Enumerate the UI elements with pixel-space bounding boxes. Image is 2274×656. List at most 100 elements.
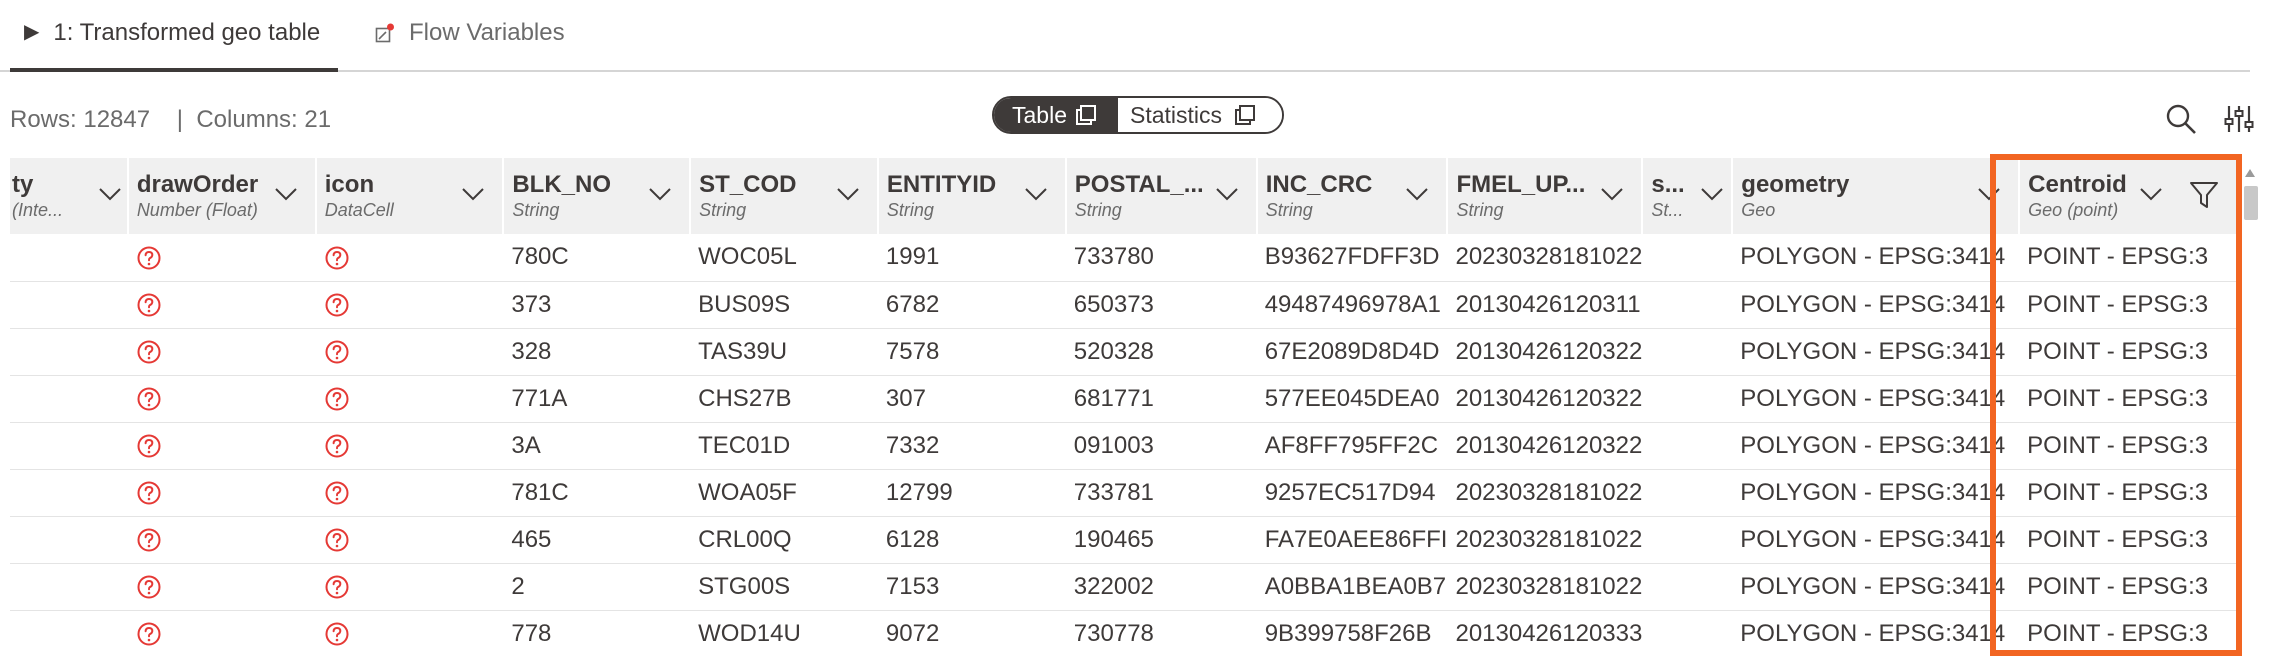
geometry-cell: POLYGON - EPSG:3414 (1732, 234, 2020, 282)
column-type: String (886, 200, 934, 220)
table-row[interactable]: 780C WOC05L 1991 733780 B93627FDFF3D 20230328… (10, 234, 2239, 282)
inc-crc-cell: AF8FF795FF2C (1256, 422, 1448, 470)
tab-label: 1: Transformed geo table (53, 19, 321, 46)
s-cell (1642, 610, 1733, 656)
draw-order-cell (127, 281, 316, 329)
s-cell (1642, 375, 1733, 423)
column-header-fmel-up[interactable]: FMEL_UP... String (1447, 158, 1644, 234)
column-settings-icon[interactable] (2222, 102, 2256, 136)
search-icon[interactable] (2164, 102, 2198, 136)
st-cod-cell: TAS39U (690, 328, 878, 376)
draw-order-cell (127, 375, 316, 423)
column-type: String (1265, 200, 1313, 220)
help-icon (325, 387, 349, 411)
column-header-s[interactable]: s... St... (1642, 158, 1734, 234)
column-header-blk-no[interactable]: BLK_NO String (503, 158, 692, 234)
draw-order-cell (127, 563, 316, 611)
geometry-cell: POLYGON - EPSG:3414 (1732, 563, 2020, 611)
st-cod-cell: TEC01D (690, 422, 878, 470)
draw-order-cell (127, 422, 316, 470)
chevron-down-icon[interactable] (1599, 186, 1625, 202)
column-header-draworder[interactable]: drawOrder Number (Float) (127, 158, 317, 234)
geometry-cell: POLYGON - EPSG:3414 (1732, 516, 2020, 564)
table-row[interactable]: 771A CHS27B 307 681771 577EE045DEA0 201304261… (10, 375, 2239, 423)
tab-transformed-geo-table[interactable]: ▶ 1: Transformed geo table (10, 18, 338, 72)
table-row[interactable]: 465 CRL00Q 6128 190465 FA7E0AEE86FFI 20230328… (10, 516, 2239, 564)
help-icon (137, 622, 161, 646)
help-icon (137, 387, 161, 411)
scrollbar-thumb[interactable] (2244, 186, 2258, 220)
rows-count: Rows: 12847 (10, 106, 151, 133)
column-header-postal[interactable]: POSTAL_... String (1065, 158, 1258, 234)
centroid-cell: POINT - EPSG:3 (2019, 563, 2239, 611)
table-dimensions: Rows: 12847 | Columns: 21 (10, 106, 331, 134)
column-name: Centroid (2028, 172, 2127, 198)
entityid-cell: 9072 (877, 610, 1066, 656)
chevron-down-icon[interactable] (460, 186, 486, 202)
chevron-down-icon[interactable] (97, 186, 123, 202)
table-row[interactable]: 3A TEC01D 7332 091003 AF8FF795FF2C 2013042612… (10, 422, 2239, 470)
column-header-geometry[interactable]: geometry Geo (1732, 158, 2021, 234)
column-header-entityid[interactable]: ENTITYID String (877, 158, 1067, 234)
centroid-cell: POINT - EPSG:3 (2019, 375, 2239, 423)
chevron-down-icon[interactable] (1023, 186, 1049, 202)
icon-cell (315, 234, 504, 282)
blk-no-cell: 465 (503, 516, 691, 564)
column-name: POSTAL_... (1074, 172, 1204, 198)
chevron-down-icon[interactable] (1976, 186, 2002, 202)
ty-cell (10, 610, 128, 656)
draw-order-cell (127, 469, 316, 517)
column-name: ty (12, 172, 34, 198)
filter-icon[interactable] (2188, 180, 2220, 210)
centroid-cell: POINT - EPSG:3 (2019, 234, 2239, 282)
column-header-centroid[interactable]: Centroid Geo (point) (2019, 158, 2240, 234)
table-row[interactable]: 373 BUS09S 6782 650373 49487496978A1 20130426… (10, 281, 2239, 329)
chevron-down-icon[interactable] (1699, 186, 1725, 202)
chevron-down-icon[interactable] (1214, 186, 1240, 202)
tab-flow-variables[interactable]: Flow Variables (375, 18, 565, 72)
column-type: String (699, 200, 747, 220)
column-header-icon[interactable]: icon DataCell (315, 158, 505, 234)
chevron-down-icon[interactable] (1404, 186, 1430, 202)
geometry-cell: POLYGON - EPSG:3414 (1732, 610, 2020, 656)
inc-crc-cell: B93627FDFF3D (1256, 234, 1448, 282)
chevron-down-icon[interactable] (647, 186, 673, 202)
inc-crc-cell: 577EE045DEA0 (1256, 375, 1448, 423)
table-row[interactable]: 778 WOD14U 9072 730778 9B399758F26B 201304261… (10, 610, 2239, 656)
column-header-inc-crc[interactable]: INC_CRC String (1256, 158, 1449, 234)
s-cell (1642, 422, 1733, 470)
postal-cell: 650373 (1065, 281, 1257, 329)
fmel-upd-cell: 20230328181022 (1447, 469, 1643, 517)
ty-cell (10, 281, 128, 329)
st-cod-cell: STG00S (690, 563, 878, 611)
vertical-scrollbar[interactable] (2242, 158, 2258, 656)
column-type: String (1074, 200, 1122, 220)
table-toolbar: Rows: 12847 | Columns: 21 Table Statisti… (0, 90, 2274, 150)
st-cod-cell: WOA05F (690, 469, 878, 517)
chevron-down-icon[interactable] (2138, 186, 2164, 202)
column-name: geometry (1741, 172, 1850, 198)
s-cell (1642, 469, 1733, 517)
blk-no-cell: 781C (503, 469, 691, 517)
scroll-up-arrow-icon[interactable] (2244, 168, 2256, 178)
column-header-ty[interactable]: ty (Inte... (10, 158, 129, 234)
table-row[interactable]: 781C WOA05F 12799 733781 9257EC517D94 2023032… (10, 469, 2239, 517)
chevron-down-icon[interactable] (835, 186, 861, 202)
table-view-button[interactable]: Table (994, 98, 1118, 132)
geometry-cell: POLYGON - EPSG:3414 (1732, 469, 2020, 517)
table-row[interactable]: 328 TAS39U 7578 520328 67E2089D8D4D 201304261… (10, 328, 2239, 376)
statistics-view-label: Statistics (1130, 101, 1223, 128)
help-icon (137, 481, 161, 505)
table-row[interactable]: 2 STG00S 7153 322002 A0BBA1BEA0B7 20230328181… (10, 563, 2239, 611)
statistics-view-button[interactable]: Statistics (1118, 98, 1282, 132)
fmel-upd-cell: 20230328181022 (1447, 563, 1643, 611)
column-type: St... (1651, 200, 1684, 220)
chevron-down-icon[interactable] (273, 186, 299, 202)
inc-crc-cell: 9B399758F26B (1256, 610, 1448, 656)
flow-variable-icon (375, 23, 394, 43)
ty-cell (10, 469, 128, 517)
entityid-cell: 12799 (877, 469, 1066, 517)
entityid-cell: 307 (877, 375, 1066, 423)
column-header-st-cod[interactable]: ST_COD String (690, 158, 879, 234)
fmel-upd-cell: 20130426120322 (1447, 375, 1643, 423)
